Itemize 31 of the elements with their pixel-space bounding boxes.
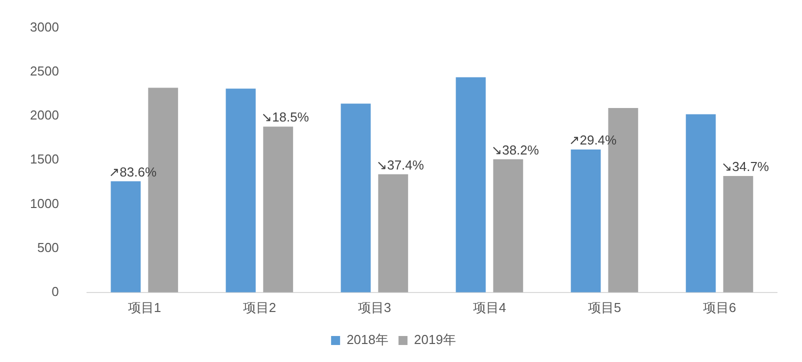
x-tick-label: 项目1: [128, 300, 162, 315]
y-tick-label: 1000: [30, 196, 59, 211]
annotation: ↘38.2%: [491, 142, 540, 158]
y-tick-label: 3000: [30, 19, 59, 34]
bar: [723, 176, 754, 292]
annotation: ↗29.4%: [568, 132, 618, 148]
bar: [340, 104, 371, 292]
bar: [378, 174, 408, 292]
bar: [456, 77, 486, 292]
x-tick-label: 项目2: [242, 300, 276, 315]
x-tick-label: 项目3: [358, 300, 392, 315]
y-tick-label: 0: [52, 284, 59, 299]
bar: [263, 126, 294, 292]
annotation: ↘37.4%: [376, 157, 424, 172]
y-tick-label: 1500: [30, 152, 59, 167]
bar: [226, 88, 256, 292]
bar: [493, 159, 524, 292]
annotation: ↘18.5%: [261, 110, 310, 125]
x-tick-label: 项目4: [472, 300, 506, 315]
legend-label: 2018年: [346, 332, 388, 348]
legend-label: 2019年: [414, 332, 456, 348]
y-tick-label: 2500: [30, 63, 59, 78]
y-tick-label: 500: [37, 240, 59, 255]
x-tick-label: 项目6: [702, 300, 736, 315]
annotation: ↗83.6%: [108, 164, 157, 180]
annotation: ↘34.7%: [721, 159, 770, 174]
bar: [110, 181, 141, 292]
y-tick-label: 2000: [30, 108, 59, 123]
x-tick-label: 项目5: [588, 300, 622, 315]
bar: [686, 114, 716, 292]
bar: [570, 150, 601, 292]
